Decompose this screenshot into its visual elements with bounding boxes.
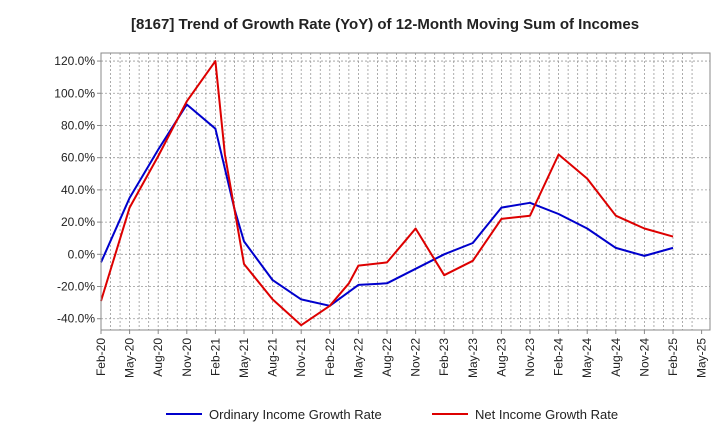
series-line <box>100 60 674 327</box>
x-tick-label: May-20 <box>123 338 137 378</box>
grid <box>101 53 710 330</box>
x-tick-label: Feb-20 <box>94 338 108 376</box>
y-tick-label: 80.0% <box>61 118 95 132</box>
y-tick-label: 40.0% <box>61 183 95 197</box>
x-tick-label: Feb-23 <box>437 338 451 376</box>
x-tick-label: Aug-20 <box>151 338 165 377</box>
y-tick-label: 120.0% <box>54 54 95 68</box>
x-tick-label: Nov-22 <box>409 338 423 377</box>
x-tick-label: May-25 <box>695 338 709 378</box>
x-tick-label: Nov-24 <box>637 338 651 377</box>
y-tick-label: 20.0% <box>61 215 95 229</box>
x-tick-label: Aug-24 <box>609 338 623 377</box>
x-tick-label: May-23 <box>466 338 480 378</box>
x-tick-label: Aug-22 <box>380 338 394 377</box>
series-lines <box>100 60 674 327</box>
x-tick-label: Nov-20 <box>180 338 194 377</box>
legend: Ordinary Income Growth Rate Net Income Gr… <box>166 407 618 422</box>
x-tick-label: Nov-21 <box>294 338 308 377</box>
y-axis: 120.0% 100.0% 80.0% 60.0% 40.0% 20.0% 0.0% -20.… <box>54 54 101 326</box>
x-tick-label: May-22 <box>351 338 365 378</box>
x-axis: Feb-20 May-20 Aug-20 Nov-20 Feb-21 May-21 Aug-… <box>94 330 709 378</box>
x-tick-label: Feb-25 <box>666 338 680 376</box>
x-tick-label: Feb-21 <box>208 338 222 376</box>
plot-frame <box>100 52 711 331</box>
x-tick-label: Nov-23 <box>523 338 537 377</box>
legend-label: Ordinary Income Growth Rate <box>209 407 382 422</box>
y-tick-label: -40.0% <box>57 312 95 326</box>
x-tick-label: May-21 <box>237 338 251 378</box>
y-tick-label: 60.0% <box>61 151 95 165</box>
x-tick-label: May-24 <box>580 338 594 378</box>
chart-title: [8167] Trend of Growth Rate (YoY) of 12-… <box>131 16 639 33</box>
legend-label: Net Income Growth Rate <box>475 407 618 422</box>
x-tick-label: Aug-21 <box>266 338 280 377</box>
y-tick-label: 100.0% <box>54 86 95 100</box>
y-tick-label: 0.0% <box>68 247 96 261</box>
x-tick-label: Feb-24 <box>552 338 566 376</box>
x-tick-label: Aug-23 <box>494 338 508 377</box>
series-line <box>100 103 674 307</box>
y-tick-label: -20.0% <box>57 280 95 294</box>
x-tick-label: Feb-22 <box>323 338 337 376</box>
